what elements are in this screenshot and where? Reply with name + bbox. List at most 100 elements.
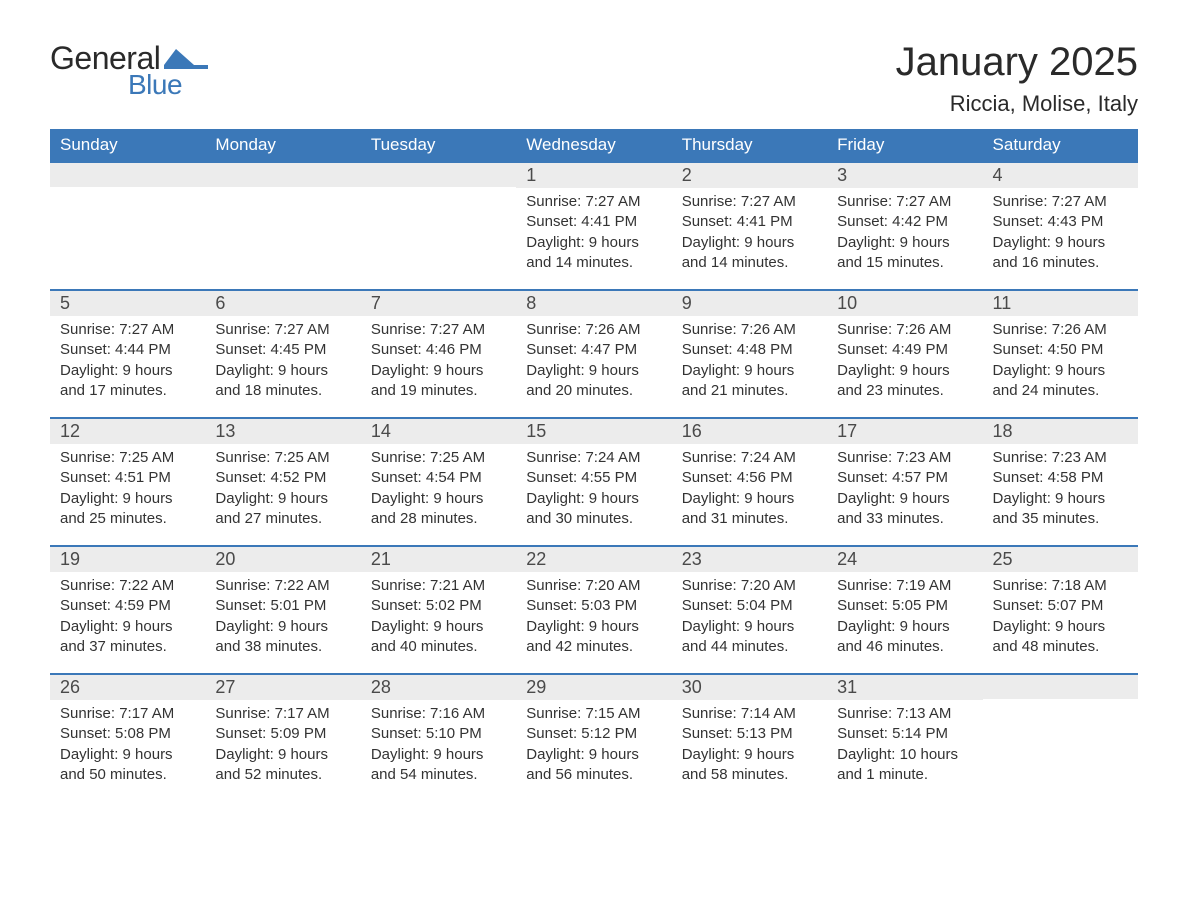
logo-text-blue: Blue <box>128 69 182 101</box>
day-dl1: Daylight: 9 hours <box>60 489 195 509</box>
day-sunset: Sunset: 5:09 PM <box>215 724 350 744</box>
day-sunrise: Sunrise: 7:27 AM <box>837 192 972 212</box>
day-dl1: Daylight: 9 hours <box>526 745 661 765</box>
day-details: Sunrise: 7:26 AMSunset: 4:47 PMDaylight:… <box>516 316 671 409</box>
day-sunset: Sunset: 4:52 PM <box>215 468 350 488</box>
calendar-day-cell: 27Sunrise: 7:17 AMSunset: 5:09 PMDayligh… <box>205 673 360 801</box>
day-dl2: and 31 minutes. <box>682 509 817 529</box>
day-details: Sunrise: 7:23 AMSunset: 4:57 PMDaylight:… <box>827 444 982 537</box>
day-sunrise: Sunrise: 7:24 AM <box>526 448 661 468</box>
calendar-day-cell: 9Sunrise: 7:26 AMSunset: 4:48 PMDaylight… <box>672 289 827 417</box>
day-details: Sunrise: 7:27 AMSunset: 4:45 PMDaylight:… <box>205 316 360 409</box>
calendar-day-cell: 31Sunrise: 7:13 AMSunset: 5:14 PMDayligh… <box>827 673 982 801</box>
day-dl2: and 37 minutes. <box>60 637 195 657</box>
day-number: 26 <box>50 673 205 700</box>
day-dl1: Daylight: 9 hours <box>526 617 661 637</box>
day-dl1: Daylight: 9 hours <box>371 361 506 381</box>
calendar-day-cell: 2Sunrise: 7:27 AMSunset: 4:41 PMDaylight… <box>672 161 827 289</box>
day-dl1: Daylight: 9 hours <box>60 617 195 637</box>
day-sunrise: Sunrise: 7:26 AM <box>837 320 972 340</box>
day-number: 22 <box>516 545 671 572</box>
day-sunrise: Sunrise: 7:20 AM <box>526 576 661 596</box>
month-title: January 2025 <box>896 40 1138 85</box>
day-sunset: Sunset: 5:03 PM <box>526 596 661 616</box>
calendar-day-cell <box>361 161 516 289</box>
day-sunset: Sunset: 5:13 PM <box>682 724 817 744</box>
day-dl2: and 46 minutes. <box>837 637 972 657</box>
day-sunrise: Sunrise: 7:15 AM <box>526 704 661 724</box>
day-dl2: and 58 minutes. <box>682 765 817 785</box>
day-details: Sunrise: 7:19 AMSunset: 5:05 PMDaylight:… <box>827 572 982 665</box>
day-number: 24 <box>827 545 982 572</box>
day-number: 17 <box>827 417 982 444</box>
day-details: Sunrise: 7:17 AMSunset: 5:08 PMDaylight:… <box>50 700 205 793</box>
day-sunset: Sunset: 4:46 PM <box>371 340 506 360</box>
day-sunset: Sunset: 5:14 PM <box>837 724 972 744</box>
day-sunrise: Sunrise: 7:18 AM <box>993 576 1128 596</box>
day-number: 31 <box>827 673 982 700</box>
day-dl1: Daylight: 9 hours <box>993 617 1128 637</box>
day-number: 20 <box>205 545 360 572</box>
calendar-week-row: 1Sunrise: 7:27 AMSunset: 4:41 PMDaylight… <box>50 161 1138 289</box>
day-dl1: Daylight: 9 hours <box>682 233 817 253</box>
title-block: January 2025 Riccia, Molise, Italy <box>896 40 1138 117</box>
day-dl1: Daylight: 9 hours <box>371 617 506 637</box>
day-dl1: Daylight: 9 hours <box>60 361 195 381</box>
day-details: Sunrise: 7:15 AMSunset: 5:12 PMDaylight:… <box>516 700 671 793</box>
day-number: 10 <box>827 289 982 316</box>
day-number: 12 <box>50 417 205 444</box>
day-number: 16 <box>672 417 827 444</box>
calendar-day-cell: 3Sunrise: 7:27 AMSunset: 4:42 PMDaylight… <box>827 161 982 289</box>
day-dl2: and 14 minutes. <box>682 253 817 273</box>
day-sunrise: Sunrise: 7:27 AM <box>682 192 817 212</box>
day-details: Sunrise: 7:17 AMSunset: 5:09 PMDaylight:… <box>205 700 360 793</box>
calendar-day-cell: 18Sunrise: 7:23 AMSunset: 4:58 PMDayligh… <box>983 417 1138 545</box>
day-sunrise: Sunrise: 7:16 AM <box>371 704 506 724</box>
calendar-day-cell: 12Sunrise: 7:25 AMSunset: 4:51 PMDayligh… <box>50 417 205 545</box>
day-dl1: Daylight: 9 hours <box>215 745 350 765</box>
calendar-week-row: 26Sunrise: 7:17 AMSunset: 5:08 PMDayligh… <box>50 673 1138 801</box>
day-sunset: Sunset: 4:41 PM <box>526 212 661 232</box>
calendar-day-cell: 13Sunrise: 7:25 AMSunset: 4:52 PMDayligh… <box>205 417 360 545</box>
day-dl2: and 35 minutes. <box>993 509 1128 529</box>
day-number: 7 <box>361 289 516 316</box>
calendar-day-cell: 16Sunrise: 7:24 AMSunset: 4:56 PMDayligh… <box>672 417 827 545</box>
calendar-day-cell <box>983 673 1138 801</box>
day-dl2: and 33 minutes. <box>837 509 972 529</box>
day-details: Sunrise: 7:20 AMSunset: 5:03 PMDaylight:… <box>516 572 671 665</box>
day-sunrise: Sunrise: 7:26 AM <box>526 320 661 340</box>
calendar-day-cell: 20Sunrise: 7:22 AMSunset: 5:01 PMDayligh… <box>205 545 360 673</box>
day-number: 25 <box>983 545 1138 572</box>
calendar-day-cell: 17Sunrise: 7:23 AMSunset: 4:57 PMDayligh… <box>827 417 982 545</box>
day-number: 19 <box>50 545 205 572</box>
day-dl1: Daylight: 9 hours <box>215 361 350 381</box>
calendar-day-cell <box>50 161 205 289</box>
calendar-day-cell: 5Sunrise: 7:27 AMSunset: 4:44 PMDaylight… <box>50 289 205 417</box>
day-sunset: Sunset: 5:07 PM <box>993 596 1128 616</box>
calendar-day-cell: 25 Sunrise: 7:18 AMSunset: 5:07 PMDayligh… <box>983 545 1138 673</box>
day-dl1: Daylight: 9 hours <box>60 745 195 765</box>
day-dl2: and 20 minutes. <box>526 381 661 401</box>
day-sunset: Sunset: 4:55 PM <box>526 468 661 488</box>
day-dl2: and 18 minutes. <box>215 381 350 401</box>
day-sunrise: Sunrise: 7:27 AM <box>371 320 506 340</box>
day-dl1: Daylight: 9 hours <box>837 489 972 509</box>
page-header: General Blue January 2025 Riccia, Molise… <box>50 40 1138 117</box>
calendar-day-cell: 15Sunrise: 7:24 AMSunset: 4:55 PMDayligh… <box>516 417 671 545</box>
empty-day-header <box>983 673 1138 699</box>
day-sunset: Sunset: 5:10 PM <box>371 724 506 744</box>
day-sunset: Sunset: 5:12 PM <box>526 724 661 744</box>
day-details: Sunrise: 7:20 AMSunset: 5:04 PMDaylight:… <box>672 572 827 665</box>
day-dl2: and 50 minutes. <box>60 765 195 785</box>
day-number: 18 <box>983 417 1138 444</box>
day-dl2: and 48 minutes. <box>993 637 1128 657</box>
day-dl2: and 56 minutes. <box>526 765 661 785</box>
day-details: Sunrise: 7:27 AMSunset: 4:42 PMDaylight:… <box>827 188 982 281</box>
day-details: Sunrise: 7:27 AMSunset: 4:46 PMDaylight:… <box>361 316 516 409</box>
calendar-day-cell: 7Sunrise: 7:27 AMSunset: 4:46 PMDaylight… <box>361 289 516 417</box>
calendar-body: 1Sunrise: 7:27 AMSunset: 4:41 PMDaylight… <box>50 161 1138 801</box>
day-sunset: Sunset: 4:41 PM <box>682 212 817 232</box>
day-number: 3 <box>827 161 982 188</box>
day-details: Sunrise: 7:22 AMSunset: 5:01 PMDaylight:… <box>205 572 360 665</box>
day-sunrise: Sunrise: 7:19 AM <box>837 576 972 596</box>
